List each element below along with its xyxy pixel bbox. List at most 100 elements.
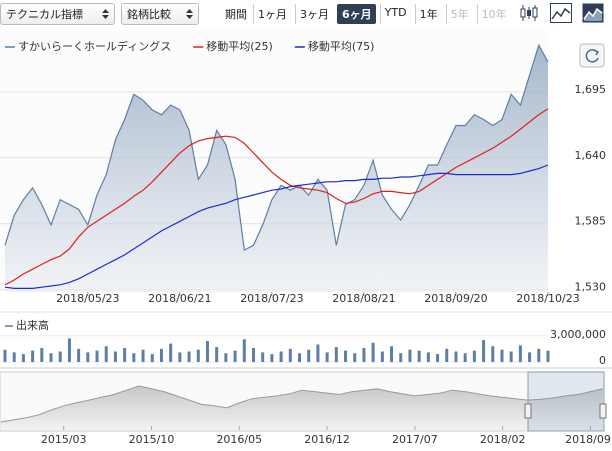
x-tick-label: 2018/05/23 — [56, 292, 119, 305]
x-tick-label: 2018/07/23 — [240, 292, 303, 305]
indicator-dropdown[interactable]: テクニカル指標 — [0, 3, 115, 25]
dropdown-label[interactable]: テクニカル指標 — [6, 8, 83, 21]
volume-bar — [417, 350, 421, 362]
dropdown-arrows[interactable] — [186, 8, 193, 20]
toolbar: テクニカル指標 銘柄比較 期間 1ヶ月 3ヶ月 6ヶ月 YTD 1年 5年 10年 — [0, 0, 612, 28]
x-tick-label: 2015/03 — [41, 433, 87, 446]
volume-bar — [500, 349, 504, 362]
x-tick-label: 2016/12 — [304, 433, 350, 446]
volume-bar — [178, 352, 182, 362]
legend-label: 移動平均(25) — [206, 39, 273, 53]
volume-bar — [270, 354, 274, 362]
volume-bar — [233, 350, 237, 362]
reset-icon[interactable] — [593, 49, 600, 56]
volume-bar — [436, 354, 440, 362]
x-tick-label: 2018/09 — [565, 433, 611, 446]
volume-bar — [380, 351, 384, 362]
y-tick-label: 0 — [599, 354, 606, 367]
volume-bar — [528, 352, 532, 362]
period-button[interactable]: 1ヶ月 — [253, 4, 291, 24]
volume-bar — [546, 350, 550, 362]
reset-button[interactable] — [579, 43, 605, 68]
series-line — [4, 43, 549, 252]
x-tick-label: 2015/10 — [129, 433, 175, 446]
period-button[interactable]: 3ヶ月 — [295, 4, 333, 24]
volume-bar — [482, 340, 486, 362]
volume-bar — [362, 348, 366, 362]
volume-bar — [537, 348, 541, 362]
volume-bar — [86, 352, 90, 362]
x-tick-label: 2018/09/20 — [424, 292, 487, 305]
volume-bar — [21, 354, 25, 362]
volume-bar — [205, 341, 209, 362]
chart-type-icons — [518, 3, 604, 23]
y-tick-label: 1,585 — [575, 215, 607, 228]
volume-bar — [12, 352, 16, 362]
volume-bar — [334, 347, 338, 362]
panel-title: 出来高 — [16, 318, 49, 332]
period-button[interactable]: YTD — [379, 4, 411, 24]
reset-box[interactable] — [579, 43, 605, 68]
x-tick-label: 2016/05 — [216, 433, 262, 446]
area-fill — [5, 45, 548, 293]
navigator-handle[interactable] — [599, 403, 607, 419]
volume-bar — [196, 349, 200, 362]
legend-label: すかいらーくホールディングス — [18, 39, 171, 53]
volume-bar — [325, 352, 329, 362]
volume-bar — [472, 350, 476, 362]
volume-bar — [491, 346, 495, 362]
period-button[interactable]: 6ヶ月 — [337, 4, 376, 24]
volume-bar — [150, 354, 154, 362]
volume-bar — [77, 348, 81, 362]
volume-bar — [454, 351, 458, 362]
period-label: 期間 — [225, 8, 247, 21]
volume-bar — [518, 345, 522, 362]
navigator-line — [0, 385, 604, 423]
dropdown-label[interactable]: 銘柄比較 — [127, 8, 171, 21]
volume-bar — [159, 348, 163, 362]
navigator-handle[interactable] — [524, 403, 532, 419]
line-icon[interactable] — [550, 3, 572, 23]
navigator-fill — [1, 386, 603, 430]
x-tick-label: 2018/08/21 — [332, 292, 395, 305]
volume-bar — [426, 352, 430, 362]
candle-icon[interactable] — [518, 3, 540, 23]
volume-bar — [390, 346, 394, 362]
y-tick-label: 1,695 — [575, 83, 607, 96]
volume-bar — [307, 349, 311, 362]
y-tick-label: 3,000,000 — [550, 328, 606, 341]
volume-bar — [298, 353, 302, 362]
dropdown-arrows[interactable] — [102, 8, 109, 20]
volume-bar — [224, 353, 228, 362]
volume-bar — [31, 350, 35, 362]
x-tick-label: 2018/10/23 — [516, 292, 579, 305]
series-line — [4, 164, 549, 289]
volume-bar — [251, 348, 255, 362]
volume-bar — [132, 353, 136, 362]
volume-bar — [215, 347, 219, 362]
period-button[interactable]: 1年 — [414, 4, 442, 24]
volume-bar — [49, 353, 53, 362]
period-button: 10年 — [476, 4, 511, 24]
volume-bar — [371, 342, 375, 362]
compare-dropdown[interactable]: 銘柄比較 — [121, 3, 199, 25]
volume-bar — [141, 349, 145, 362]
series-line — [4, 108, 549, 286]
volume-bar — [261, 352, 265, 362]
volume-bar — [58, 351, 62, 362]
x-tick-label: 2018/06/21 — [148, 292, 211, 305]
volume-bar — [187, 351, 191, 362]
volume-bar — [288, 348, 292, 362]
reset-icon[interactable] — [585, 49, 599, 63]
volume-bar — [399, 353, 403, 362]
legend-label: 移動平均(75) — [308, 39, 375, 53]
y-tick-label: 1,530 — [575, 281, 607, 294]
volume-bar — [463, 353, 467, 362]
volume-bar — [113, 351, 117, 362]
volume-bar — [95, 350, 99, 362]
area-icon[interactable] — [582, 3, 604, 23]
period-button: 5年 — [445, 4, 473, 24]
navigator-selection — [527, 371, 605, 432]
